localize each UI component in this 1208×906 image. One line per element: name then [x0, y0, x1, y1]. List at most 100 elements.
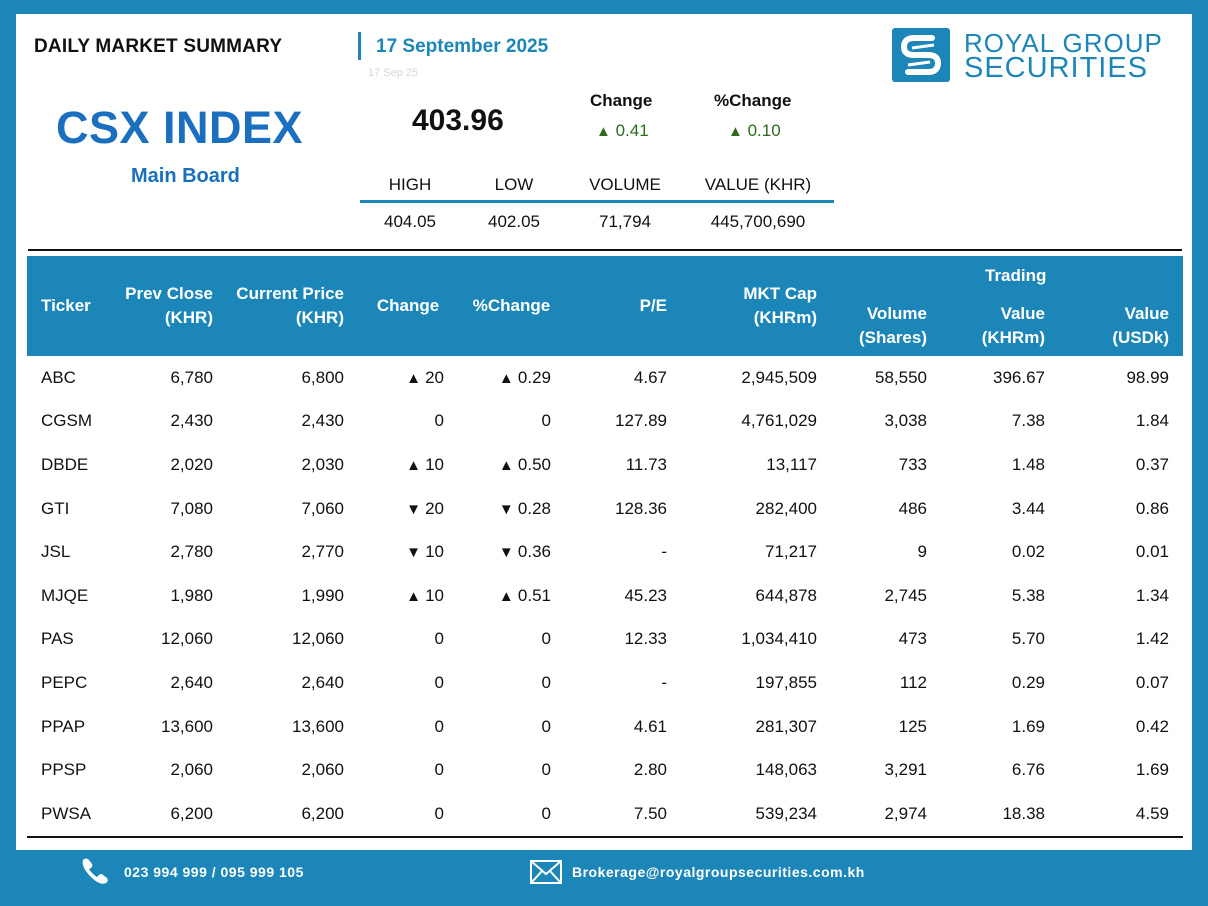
cell-mkt-cap: 281,307 — [755, 716, 817, 736]
cell-pe: 7.50 — [565, 791, 681, 838]
cell-value-khr: 3.44 — [1011, 498, 1045, 518]
cell-current-price: 7,060 — [301, 498, 344, 518]
footer-phone[interactable]: 023 994 999 / 095 999 105 — [124, 864, 304, 880]
cell-value-usd: 0.86 — [1135, 498, 1169, 518]
cell-value-usd: 0.07 — [1135, 672, 1169, 692]
cell-prev-close: 7,080 — [170, 498, 213, 518]
board-label: Main Board — [131, 165, 240, 187]
cell-value-khr: 5.38 — [1011, 585, 1045, 605]
cell-volume: 125 — [898, 716, 927, 736]
table-row: PAS 12,060 12,060 0 0 12.33 1,034,410 473 5.70 1.… — [27, 618, 1183, 662]
cell-volume: 9 — [917, 542, 927, 562]
index-pct-change-value: 0.10 — [747, 121, 781, 140]
report-date: 17 September 2025 — [376, 36, 549, 57]
cell-mkt-cap: 148,063 — [755, 760, 817, 780]
table-row: PPSP 2,060 2,060 0 0 2.80 148,063 3,291 6.76 1.69 — [27, 748, 1183, 792]
summary-high: 404.05 — [384, 212, 436, 231]
table-row: PPAP 13,600 13,600 0 0 4.61 281,307 125 1.69 0.42 — [27, 705, 1183, 749]
cell-prev-close: 6,200 — [113, 791, 227, 838]
table-row: PWSA 6,200 6,200 0 0 7.50 539,234 2,974 18.38 4.5… — [27, 791, 1183, 838]
cell-pct-change: 0 — [541, 672, 551, 692]
cell-prev-close: 6,780 — [170, 367, 213, 387]
cell-current-price: 6,800 — [301, 367, 344, 387]
up-arrow-icon: ▲ — [498, 587, 518, 605]
cell-value-usd: 1.34 — [1135, 585, 1169, 605]
logo-text-line2: SECURITIES — [964, 52, 1149, 84]
summary-header-row: HIGH LOW VOLUME VALUE (KHR) — [360, 174, 834, 203]
cell-ticker: CGSM — [41, 411, 92, 431]
col-volume: Volume (Shares) — [858, 304, 927, 347]
cell-pe: - — [661, 672, 667, 692]
cell-mkt-cap: 13,117 — [766, 454, 817, 474]
cell-mkt-cap: 4,761,029 — [741, 411, 817, 431]
cell-ticker: JSL — [41, 542, 71, 562]
cell-ticker: GTI — [41, 498, 70, 518]
cell-change: 0 — [434, 672, 444, 692]
cell-ticker: ABC — [41, 367, 76, 387]
logo-text-line1: ROYAL GROUP — [964, 28, 1163, 58]
table-row: ABC 6,780 6,800 ▲ 20 ▲ 0.29 4.67 2,945,509 58,5… — [27, 356, 1183, 400]
mail-icon — [530, 860, 562, 884]
cell-ticker: PPSP — [41, 760, 87, 780]
up-arrow-icon: ▲ — [728, 123, 743, 140]
cell-volume: 733 — [898, 454, 927, 474]
cell-value-khr: 5.70 — [1011, 629, 1045, 649]
cell-pct-change: ▼ 0.36 — [498, 542, 551, 562]
cell-value-usd: 1.69 — [1135, 760, 1169, 780]
cell-change: ▲ 10 — [406, 454, 444, 474]
up-arrow-icon: ▲ — [596, 123, 611, 140]
cell-value-khr: 6.76 — [1011, 760, 1045, 780]
up-arrow-icon: ▲ — [406, 369, 426, 387]
col-prev-close: Prev Close (KHR) — [125, 284, 213, 327]
summary-value-row: 404.05 402.05 71,794 445,700,690 — [360, 203, 834, 241]
cell-pe: 4.67 — [633, 367, 667, 387]
cell-change: ▼ 20 — [406, 498, 444, 518]
col-pct-change: %Change — [472, 296, 551, 315]
cell-pe: 127.89 — [615, 411, 667, 431]
cell-value-khr: 0.02 — [1011, 542, 1045, 562]
col-trading-value-usd: Value (USDk) — [1112, 304, 1169, 347]
cell-pe: 45.23 — [624, 585, 667, 605]
cell-change: 0 — [434, 716, 444, 736]
cell-change: 0 — [434, 411, 444, 431]
cell-ticker: PEPC — [41, 672, 88, 692]
cell-value-khr: 1.48 — [1011, 454, 1045, 474]
cell-current-price: 6,200 — [227, 791, 358, 838]
cell-mkt-cap: 197,855 — [755, 672, 817, 692]
cell-value-usd: 4.59 — [1059, 791, 1183, 838]
cell-volume: 486 — [898, 498, 927, 518]
cell-change: ▲ 10 — [406, 585, 444, 605]
cell-prev-close: 13,600 — [161, 716, 213, 736]
cell-prev-close: 12,060 — [161, 629, 213, 649]
cell-change: 0 — [434, 760, 444, 780]
cell-change: 0 — [358, 791, 458, 838]
footer-email[interactable]: Brokerage@royalgroupsecurities.com.kh — [572, 864, 865, 880]
cell-volume: 58,550 — [875, 367, 927, 387]
cell-change: ▲ 20 — [406, 367, 444, 387]
cell-current-price: 1,990 — [301, 585, 344, 605]
summary-volume: 71,794 — [599, 212, 651, 231]
company-logo: ROYAL GROUP SECURITIES — [892, 28, 1182, 84]
table-row: DBDE 2,020 2,030 ▲ 10 ▲ 0.50 11.73 13,117 733 1.… — [27, 443, 1183, 487]
cell-value-usd: 1.42 — [1135, 629, 1169, 649]
stock-table: Ticker Prev Close (KHR) Current Price (KHR… — [27, 256, 1183, 838]
col-pe: P/E — [639, 296, 667, 315]
cell-mkt-cap: 71,217 — [765, 542, 817, 562]
col-mkt-cap: MKT Cap (KHRm) — [743, 284, 817, 327]
index-change-value: 0.41 — [615, 121, 649, 140]
cell-ticker: PWSA — [27, 791, 113, 838]
up-arrow-icon: ▲ — [498, 369, 518, 387]
index-name: CSX INDEX — [56, 102, 304, 153]
cell-current-price: 12,060 — [292, 629, 344, 649]
phone-icon — [80, 856, 110, 884]
pct-change-label: %Change — [714, 91, 792, 110]
section-divider — [28, 249, 1182, 251]
index-value: 403.96 — [412, 104, 504, 137]
col-change: Change — [376, 296, 440, 315]
summary-header-volume: VOLUME — [589, 175, 661, 194]
cell-prev-close: 1,980 — [170, 585, 213, 605]
footer: 023 994 999 / 095 999 105 Brokerage@roya… — [0, 850, 1208, 906]
up-arrow-icon: ▲ — [406, 456, 426, 474]
cell-ticker: DBDE — [41, 454, 89, 474]
cell-current-price: 2,060 — [301, 760, 344, 780]
